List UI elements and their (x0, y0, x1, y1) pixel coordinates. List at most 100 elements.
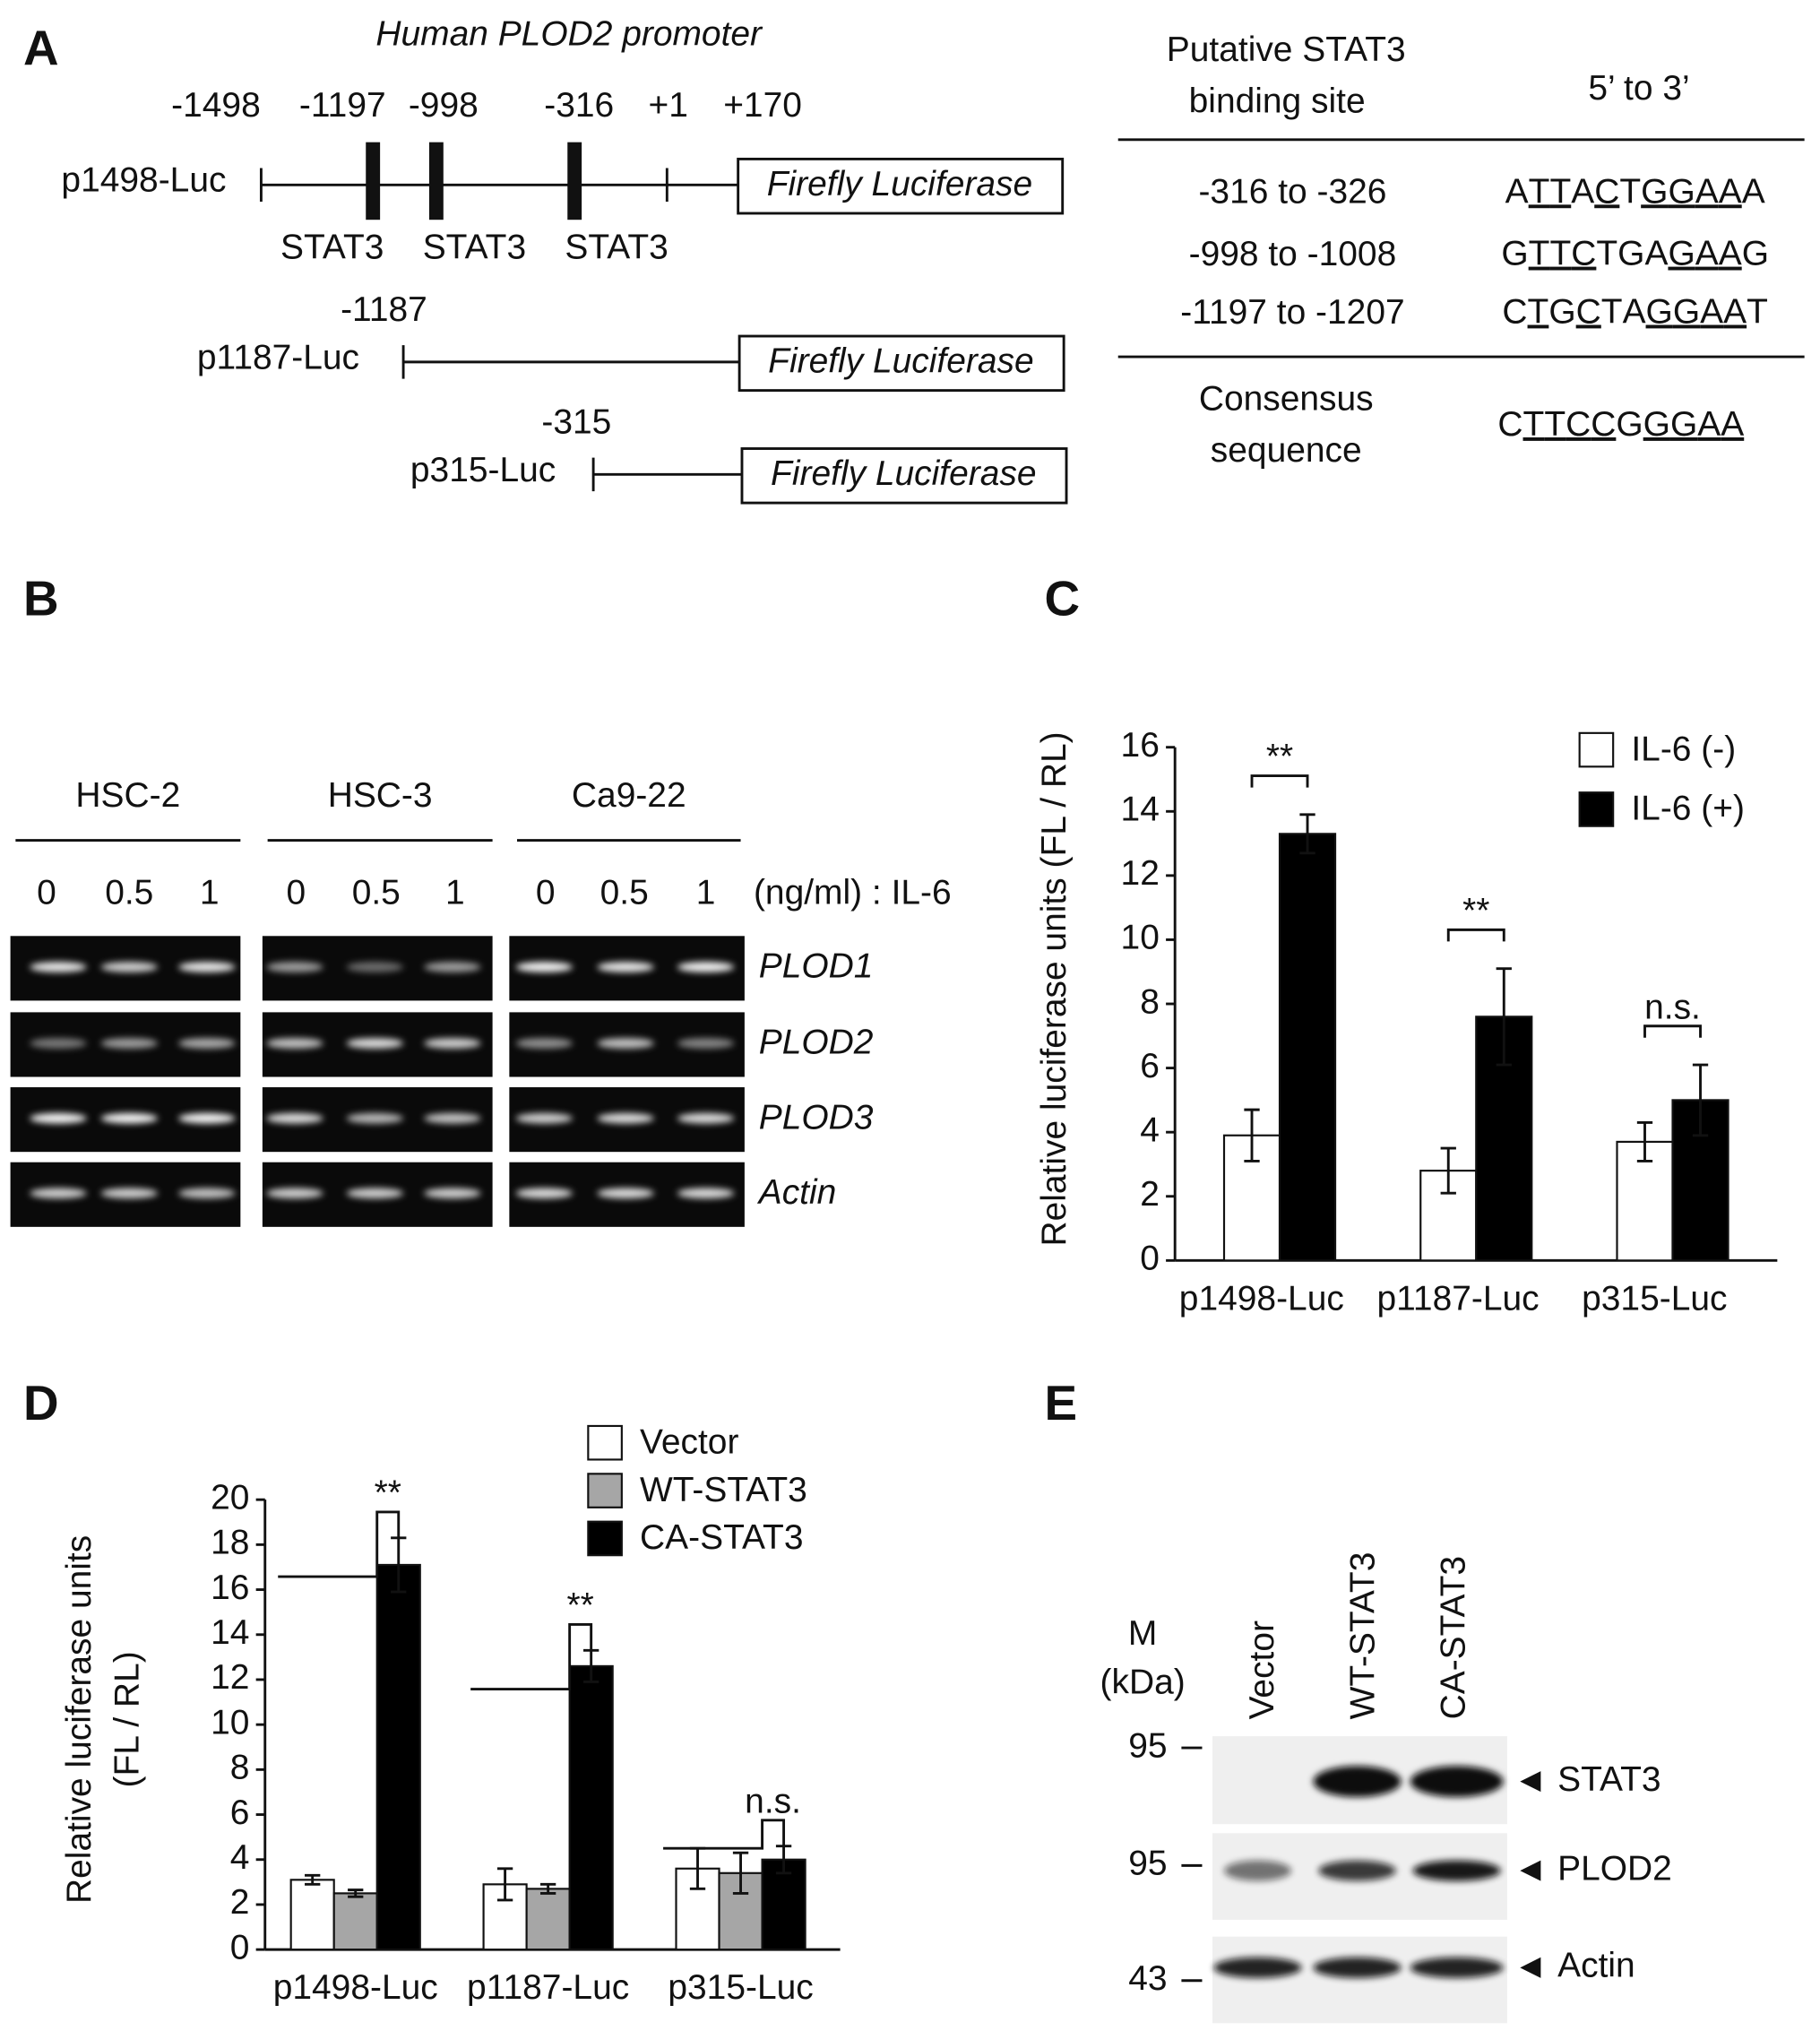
y-tick-label: 6 (230, 1793, 250, 1832)
gel-band (30, 962, 87, 972)
site-range: -998 to -1008 (1189, 235, 1397, 273)
error-bar (1440, 1146, 1456, 1195)
x-tick-label: p1187-Luc (1377, 1279, 1540, 1318)
gel-band (515, 1038, 574, 1049)
position-label: +170 (723, 86, 802, 125)
bar (1671, 1099, 1729, 1262)
y-tick-label: 2 (1140, 1175, 1160, 1214)
table-header: 5’ to 3’ (1588, 69, 1689, 108)
error-bar (732, 1851, 749, 1895)
gel-band (178, 1112, 236, 1124)
significance-label: n.s. (745, 1782, 801, 1820)
error-bar (1244, 1108, 1260, 1162)
panel-label: D (23, 1375, 59, 1430)
significance-label: ** (566, 1586, 593, 1625)
bar (289, 1879, 335, 1951)
position-label: -1197 (299, 86, 386, 125)
error-bar (1299, 813, 1315, 855)
position-label: +1 (649, 86, 688, 125)
construct-name: p1187-Luc (197, 338, 359, 376)
reporter-box (737, 334, 1065, 393)
consensus-label: sequence (1211, 431, 1362, 470)
error-bar (1636, 1120, 1653, 1162)
blot-band (1410, 1766, 1504, 1797)
arrowhead (1520, 1771, 1541, 1793)
error-bar (305, 1873, 321, 1886)
y-tick-label: 4 (1140, 1111, 1160, 1149)
gel-band (30, 1038, 87, 1049)
position-label: -998 (409, 86, 479, 125)
y-tick-label: 18 (211, 1524, 249, 1562)
y-axis-label: Relative luciferase units (FL / RL) (1035, 731, 1074, 1246)
gene-label: PLOD3 (759, 1098, 874, 1136)
gel-band (597, 1188, 654, 1199)
gel-band (677, 1188, 735, 1199)
gel-band (266, 1188, 323, 1199)
reporter-label: Firefly Luciferase (768, 342, 1033, 381)
y-axis-label: (FL / RL) (108, 1651, 147, 1787)
panel-label: C (1045, 571, 1081, 627)
table-header: Putative STAT3 (1167, 30, 1406, 69)
dose-unit: (ng/ml) : IL-6 (754, 873, 952, 912)
lane-label: WT-STAT3 (1344, 1552, 1383, 1720)
gel-band (346, 1112, 404, 1124)
x-tick-label: p1187-Luc (467, 1968, 629, 2007)
gel-band (178, 1038, 236, 1049)
x-tick-label: p315-Luc (668, 1968, 813, 2007)
sequence: CTTCCGGGAA (1497, 405, 1744, 444)
marker-label: 95 (1128, 1845, 1167, 1883)
marker-label: 95 (1128, 1726, 1167, 1765)
gel-band (424, 1188, 481, 1199)
y-tick-label: 10 (211, 1703, 249, 1741)
gel-band (266, 1038, 323, 1049)
construct-start: -315 (541, 402, 611, 441)
gel-band (100, 962, 159, 972)
reporter-box (737, 157, 1065, 215)
gel-band (100, 1188, 159, 1199)
blot-band (1313, 1766, 1402, 1797)
legend-label: IL-6 (-) (1631, 730, 1736, 768)
reporter-box (740, 447, 1068, 505)
marker-header: (kDa) (1100, 1664, 1186, 1702)
consensus-label: Consensus (1199, 379, 1374, 418)
arrowhead (1520, 1860, 1541, 1881)
y-tick-label: 8 (1140, 982, 1160, 1021)
cell-line: HSC-2 (75, 776, 180, 815)
error-bar (1692, 1063, 1709, 1137)
dose-label: 0.5 (105, 873, 153, 912)
error-bar (539, 1882, 556, 1895)
gene-label: PLOD1 (759, 947, 874, 986)
blot-band (1318, 1860, 1396, 1881)
bar (568, 1664, 614, 1951)
gene-label: Actin (757, 1173, 837, 1212)
error-bar (496, 1867, 513, 1902)
significance-bracket (470, 1623, 593, 1691)
gel-band (266, 1112, 323, 1124)
y-tick-label: 12 (1121, 854, 1160, 893)
blot (1212, 1936, 1507, 2024)
y-tick-label: 10 (1121, 919, 1160, 957)
blot-band (1213, 1957, 1302, 1978)
significance-bracket (278, 1510, 401, 1578)
marker-header: M (1128, 1614, 1157, 1653)
lane-label: CA-STAT3 (1434, 1556, 1472, 1719)
sequence: CTGCTAGGAAT (1502, 293, 1767, 332)
legend-label: Vector (640, 1422, 738, 1461)
bar (525, 1888, 571, 1951)
site-label: STAT3 (280, 229, 384, 267)
legend-swatch (1578, 791, 1615, 827)
gel-band (515, 1188, 574, 1199)
dose-label: 0 (287, 873, 306, 912)
y-axis-label: Relative luciferase units (60, 1535, 99, 1904)
bar (375, 1563, 421, 1951)
y-tick-label: 8 (230, 1749, 250, 1787)
gel-band (515, 1112, 574, 1124)
gene-label: PLOD2 (759, 1024, 874, 1062)
dose-label: 1 (696, 873, 716, 912)
gel-band (677, 1112, 735, 1124)
gel-band (597, 962, 654, 972)
gel-band (30, 1188, 87, 1199)
gel-band (346, 1038, 404, 1049)
gel-band (266, 962, 323, 972)
